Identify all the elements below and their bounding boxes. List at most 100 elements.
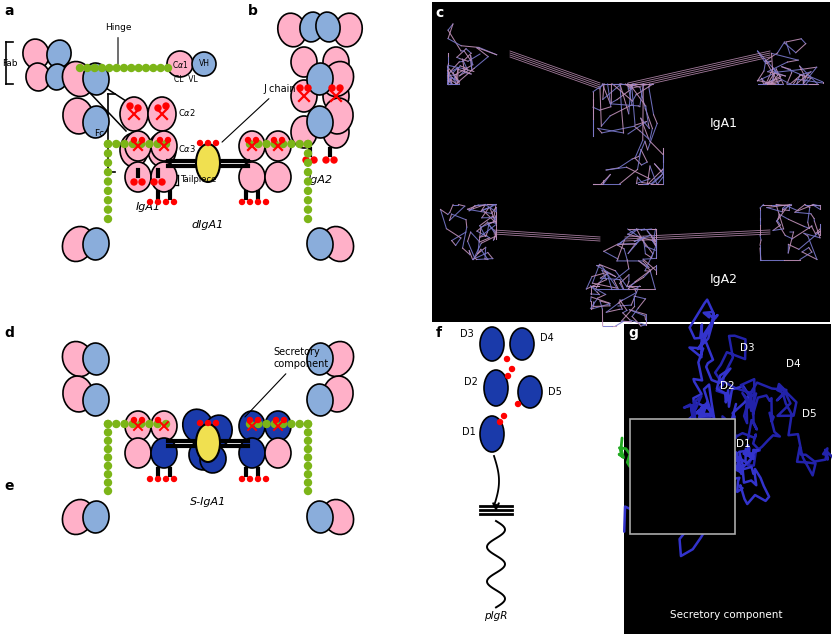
Ellipse shape [83, 106, 109, 138]
Ellipse shape [120, 133, 148, 167]
Text: IgA1: IgA1 [136, 202, 161, 212]
Circle shape [323, 157, 329, 163]
Circle shape [271, 138, 276, 143]
Ellipse shape [323, 226, 354, 261]
Ellipse shape [323, 47, 349, 77]
Circle shape [331, 157, 337, 163]
Ellipse shape [189, 440, 217, 470]
Bar [630, 419, 735, 534]
Ellipse shape [239, 131, 265, 161]
Text: D2: D2 [720, 381, 735, 391]
Circle shape [197, 420, 202, 425]
Ellipse shape [46, 64, 68, 90]
Circle shape [305, 488, 311, 495]
Circle shape [305, 462, 311, 469]
Circle shape [105, 420, 111, 427]
Circle shape [105, 479, 111, 486]
Circle shape [105, 169, 111, 176]
Text: D1: D1 [463, 427, 476, 437]
Circle shape [105, 471, 111, 478]
Circle shape [156, 477, 161, 481]
Circle shape [105, 141, 111, 148]
Circle shape [305, 85, 311, 91]
Circle shape [105, 141, 111, 148]
Bar [432, 2, 830, 322]
Circle shape [305, 188, 311, 195]
Circle shape [255, 141, 262, 148]
Ellipse shape [323, 61, 354, 96]
Ellipse shape [125, 131, 151, 161]
Ellipse shape [83, 384, 109, 416]
Circle shape [329, 85, 335, 91]
Circle shape [105, 206, 111, 213]
Text: Tailpiece: Tailpiece [180, 176, 216, 184]
Circle shape [246, 420, 254, 427]
Circle shape [246, 141, 254, 148]
Circle shape [240, 200, 245, 205]
Circle shape [305, 420, 311, 427]
Circle shape [156, 200, 161, 205]
Circle shape [280, 420, 287, 427]
Ellipse shape [62, 342, 93, 377]
Ellipse shape [26, 63, 50, 91]
Circle shape [255, 200, 260, 205]
Circle shape [121, 420, 128, 427]
Ellipse shape [148, 97, 176, 131]
Text: g: g [628, 326, 638, 340]
Ellipse shape [291, 116, 317, 148]
Ellipse shape [307, 63, 333, 95]
Ellipse shape [307, 501, 333, 533]
Circle shape [305, 197, 311, 204]
Circle shape [129, 420, 136, 427]
Ellipse shape [62, 61, 93, 96]
Circle shape [105, 188, 111, 195]
Ellipse shape [323, 342, 354, 377]
Circle shape [305, 479, 311, 486]
Ellipse shape [62, 226, 93, 261]
Ellipse shape [196, 424, 220, 462]
Text: C$\alpha$2: C$\alpha$2 [178, 107, 196, 117]
Circle shape [240, 477, 245, 481]
Circle shape [305, 216, 311, 223]
Text: VH: VH [199, 60, 210, 68]
Circle shape [128, 65, 135, 72]
Text: CL  VL: CL VL [174, 75, 198, 84]
Circle shape [105, 446, 111, 453]
Circle shape [131, 179, 137, 185]
Ellipse shape [151, 131, 177, 161]
Circle shape [296, 420, 303, 427]
Circle shape [288, 420, 295, 427]
Ellipse shape [480, 416, 504, 452]
Circle shape [214, 141, 219, 145]
Ellipse shape [316, 12, 340, 42]
Ellipse shape [239, 162, 265, 192]
Circle shape [280, 141, 287, 148]
Ellipse shape [334, 13, 362, 47]
Ellipse shape [323, 98, 353, 134]
Circle shape [92, 65, 98, 72]
Circle shape [255, 418, 260, 422]
Circle shape [165, 65, 171, 72]
Circle shape [157, 65, 164, 72]
Text: D2: D2 [464, 377, 478, 387]
Text: b: b [248, 4, 258, 18]
Ellipse shape [510, 328, 534, 360]
Circle shape [146, 420, 153, 427]
Circle shape [164, 200, 169, 205]
Circle shape [305, 420, 311, 427]
Circle shape [305, 454, 311, 461]
Text: dIgA1: dIgA1 [192, 220, 224, 230]
Circle shape [516, 401, 521, 406]
Circle shape [296, 141, 303, 148]
Circle shape [281, 418, 286, 422]
Ellipse shape [265, 131, 291, 161]
Circle shape [77, 65, 83, 72]
Text: d: d [4, 326, 14, 340]
Ellipse shape [278, 13, 306, 47]
Circle shape [164, 477, 169, 481]
Text: IgA2: IgA2 [308, 175, 333, 185]
Ellipse shape [323, 376, 353, 412]
Ellipse shape [196, 144, 220, 182]
Text: J chain: J chain [222, 84, 295, 142]
Circle shape [506, 373, 511, 378]
